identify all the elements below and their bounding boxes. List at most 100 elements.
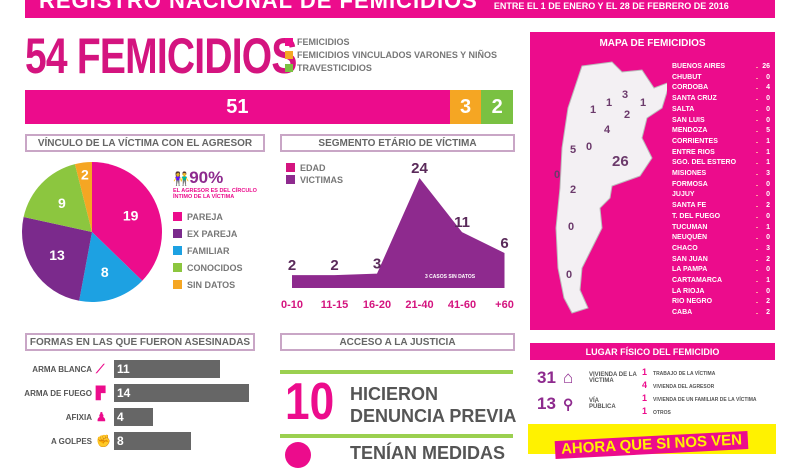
- lugar-other-item: 1 TRABAJO DE LA VÍCTIMA: [642, 367, 716, 377]
- provincia-name: CORDOBA: [672, 84, 709, 92]
- map-label: 1: [640, 97, 646, 109]
- edad-legend: EDAD VICTIMAS: [286, 162, 343, 186]
- legend-item: SIN DATOS: [173, 277, 243, 294]
- provincia-row: MISIONES 3: [672, 169, 770, 180]
- lugar-title: LUGAR FÍSICO DEL FEMICIDIO: [530, 343, 775, 360]
- bar-row: ARMA DE FUEGO ▛ 14: [20, 384, 280, 402]
- provincia-row: SANTA CRUZ 0: [672, 94, 770, 105]
- provincia-value: 26: [762, 63, 770, 70]
- legend-item: VICTIMAS: [286, 174, 343, 186]
- provincia-row: LA PAMPA 0: [672, 265, 770, 276]
- provincia-value: 0: [766, 191, 770, 199]
- lugar-number: 13: [537, 394, 556, 413]
- bar-row: A GOLPES ✊ 8: [20, 432, 280, 450]
- legend-item: EDAD: [286, 162, 343, 174]
- x-tick-label: 16-20: [363, 299, 391, 311]
- provincia-name: ENTRE RIOS: [672, 148, 715, 156]
- provincia-row: CORDOBA 4: [672, 83, 770, 94]
- provincia-name: CABA: [672, 309, 693, 317]
- provincia-name: FORMOSA: [672, 180, 708, 188]
- legend-item: PAREJA: [173, 209, 243, 226]
- x-tick-label: 11-15: [321, 299, 349, 311]
- bar-label: ARMA BLANCA: [32, 364, 92, 374]
- provincia-row: RIO NEGRO 2: [672, 297, 770, 308]
- provincia-value: 1: [766, 159, 770, 167]
- formas-bar-chart: ARMA BLANCA ⟋ 11 ARMA DE FUEGO ▛ 14 AFIXIA ♟ 4 A …: [20, 360, 280, 456]
- provincia-name: SAN JUAN: [672, 255, 708, 263]
- provincia-value: 0: [766, 116, 770, 124]
- legend-item: EX PAREJA: [173, 226, 243, 243]
- bar: 14: [114, 384, 249, 402]
- provincia-row: SAN LUIS 0: [672, 116, 770, 127]
- divider: [280, 434, 513, 438]
- provincia-row: TUCUMAN 1: [672, 223, 770, 234]
- provincia-value: 1: [766, 277, 770, 285]
- x-tick-label: +60: [495, 299, 514, 311]
- header-bar: REGISTRO NACIONAL DE FEMICIDIOS ENTRE EL…: [25, 0, 775, 18]
- pie-label: 9: [58, 195, 66, 211]
- provincia-value: 2: [766, 309, 770, 317]
- data-label: 2: [330, 257, 338, 274]
- knife-icon: ⟋: [96, 361, 105, 376]
- pie-slice-pareja: [92, 162, 162, 281]
- provincia-row: BUENOS AIRES 26: [672, 62, 770, 73]
- provincia-row: T. DEL FUEGO 0: [672, 212, 770, 223]
- lugar-other-item: 1 OTROS: [642, 406, 671, 416]
- provincia-row: SANTA FE 2: [672, 201, 770, 212]
- legend-item: FEMICIDIOS: [285, 36, 497, 49]
- provincia-row: JUJUY 0: [672, 190, 770, 201]
- map-label: 5: [570, 144, 576, 156]
- provincia-value: 2: [766, 255, 770, 263]
- provincia-name: SANTA FE: [672, 202, 707, 210]
- map-label: 2: [624, 109, 630, 121]
- map-label: 0: [586, 141, 592, 153]
- provincia-name: LA PAMPA: [672, 266, 708, 274]
- legend-item: TRAVESTICIDIOS: [285, 62, 497, 75]
- justicia-title: ACCESO A LA JUSTICIA: [280, 333, 515, 351]
- total-headline: 54 FEMICIDIOS: [25, 28, 297, 84]
- provincia-value: 0: [766, 95, 770, 103]
- vinculo-pie-chart: 19 8 13 92: [21, 162, 162, 302]
- provincia-row: CHUBUT 0: [672, 73, 770, 84]
- provincia-value: 1: [766, 223, 770, 231]
- asphyxia-icon: ♟: [96, 410, 107, 424]
- provincia-row: CARTAMARCA 1: [672, 276, 770, 287]
- lugar-other-item: 4 VIVIENDA DEL AGRESOR: [642, 380, 715, 390]
- mapa-title: MAPA DE FEMICIDIOS: [599, 38, 706, 49]
- formas-title: FORMAS EN LAS QUE FUERON ASESINADAS: [25, 333, 255, 351]
- date-range: ENTRE EL 1 DE ENERO Y EL 28 DE FEBRERO D…: [493, 1, 729, 11]
- percent-note: EL AGRESOR ES DEL CÍRCULO ÍNTIMO DE LA V…: [173, 188, 257, 200]
- pie-label: 2: [81, 166, 89, 182]
- provincia-name: MISIONES: [672, 170, 707, 178]
- bar: 4: [114, 408, 153, 426]
- victimas-area: [292, 178, 505, 288]
- bar-label: A GOLPES: [50, 436, 92, 446]
- bar: 8: [114, 432, 192, 450]
- provincia-row: SALTA 0: [672, 105, 770, 116]
- bar-travesticidios: 2: [481, 90, 513, 124]
- provincia-name: MENDOZA: [672, 127, 708, 135]
- provincia-name: RIO NEGRO: [672, 298, 713, 306]
- provincia-name: CHACO: [672, 244, 698, 252]
- map-label: 4: [604, 124, 611, 136]
- provincia-name: BUENOS AIRES: [672, 63, 726, 70]
- provincia-row: CORRIENTES 1: [672, 137, 770, 148]
- legend-item: CONOCIDOS: [173, 260, 243, 277]
- provincia-value: 0: [766, 105, 770, 113]
- edad-title: SEGMENTO ETÁRIO DE VÍCTIMA: [280, 134, 515, 152]
- provincia-name: T. DEL FUEGO: [672, 212, 721, 220]
- provincia-value: 4: [766, 84, 770, 92]
- provincia-row: ENTRE RIOS 1: [672, 148, 770, 159]
- fist-icon: ✊: [96, 434, 111, 448]
- lugar-number: 31: [537, 368, 556, 387]
- provincia-row: CABA 2: [672, 308, 770, 319]
- denuncia-text: HICIERON DENUNCIA PREVIA: [350, 384, 517, 426]
- provincia-row: SGO. DEL ESTERO 1: [672, 158, 770, 169]
- pie-slice-conocidos: [23, 164, 92, 232]
- road-icon: ⚲: [563, 395, 574, 412]
- mapa-panel: MAPA DE FEMICIDIOS 26 5 4 3 2 2 1 1 1 0 …: [530, 32, 775, 330]
- map-label: 0: [566, 269, 572, 281]
- provincia-name: NEUQUÉN: [672, 234, 708, 242]
- provincia-value: 2: [766, 298, 770, 306]
- provincia-value: 0: [766, 234, 770, 242]
